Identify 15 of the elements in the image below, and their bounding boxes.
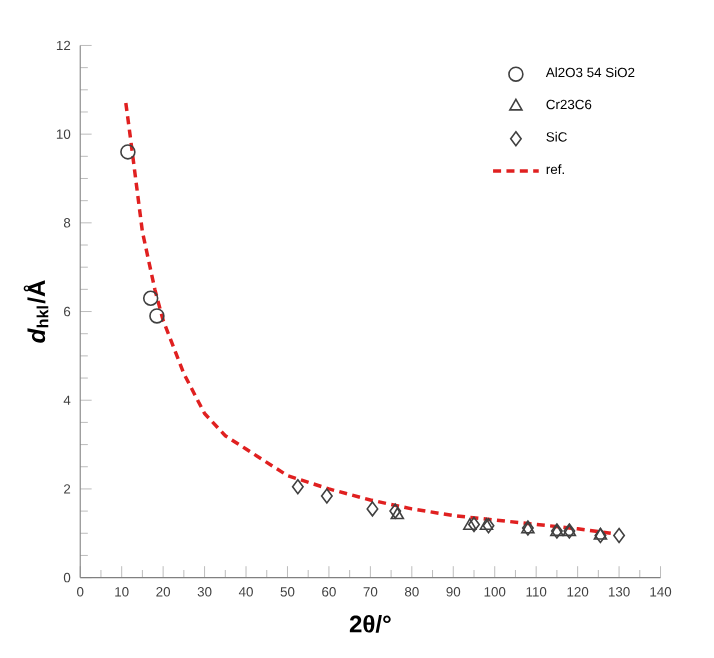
point bbox=[320, 488, 333, 504]
point bbox=[149, 308, 165, 324]
point bbox=[594, 527, 607, 544]
point bbox=[120, 144, 136, 160]
point bbox=[613, 527, 626, 544]
point bbox=[390, 507, 405, 520]
point bbox=[366, 501, 379, 517]
point bbox=[463, 518, 477, 531]
point bbox=[389, 503, 402, 519]
point bbox=[142, 290, 159, 307]
point bbox=[291, 479, 304, 495]
point bbox=[593, 527, 608, 540]
x-axis-title: 2θ/° bbox=[349, 614, 391, 633]
point bbox=[467, 516, 481, 533]
y-axis-title: d$_{hkl}$/Å bbox=[23, 280, 49, 343]
